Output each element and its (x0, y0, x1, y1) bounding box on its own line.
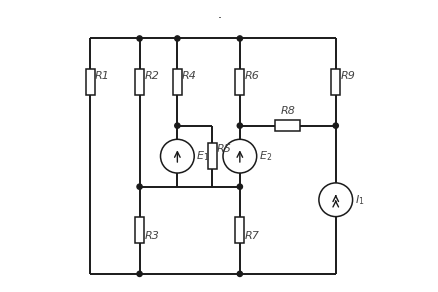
Text: $I_1$: $I_1$ (354, 193, 363, 207)
Circle shape (137, 184, 142, 189)
Circle shape (137, 271, 142, 277)
Text: R4: R4 (182, 71, 196, 81)
Text: R7: R7 (244, 231, 259, 241)
Text: R6: R6 (244, 71, 259, 81)
Circle shape (237, 36, 242, 41)
Circle shape (174, 123, 180, 128)
Circle shape (237, 184, 242, 189)
Bar (173, 69, 181, 95)
Bar (135, 69, 144, 95)
Text: R3: R3 (144, 231, 159, 241)
Text: $E_2$: $E_2$ (258, 149, 271, 163)
Bar (235, 69, 244, 95)
Text: .: . (217, 8, 221, 21)
Text: $E_1$: $E_1$ (196, 149, 209, 163)
Text: R2: R2 (144, 71, 159, 81)
Bar (135, 217, 144, 243)
Bar (85, 69, 94, 95)
Bar (275, 120, 300, 131)
Text: R1: R1 (95, 71, 110, 81)
Text: R9: R9 (339, 71, 354, 81)
Text: R8: R8 (280, 106, 295, 116)
Bar (331, 69, 339, 95)
Circle shape (223, 139, 256, 173)
Circle shape (160, 139, 194, 173)
Circle shape (318, 183, 352, 217)
Circle shape (137, 36, 142, 41)
Circle shape (174, 36, 180, 41)
Circle shape (237, 123, 242, 128)
Bar (208, 143, 216, 169)
Bar (235, 217, 244, 243)
Circle shape (237, 271, 242, 277)
Text: R5: R5 (216, 144, 231, 154)
Circle shape (332, 123, 338, 128)
